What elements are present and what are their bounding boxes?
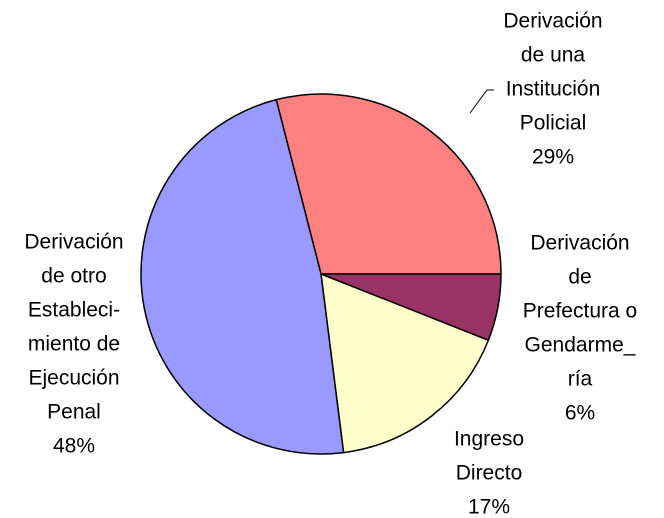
value-label: 17% <box>468 496 510 518</box>
slice-label: Directo <box>456 462 523 485</box>
leader-line <box>469 89 494 114</box>
slice-label: Penal <box>47 401 101 424</box>
slice-label: miento de <box>28 333 120 356</box>
slice-label: Institución <box>506 78 601 101</box>
value-label: 29% <box>532 146 574 169</box>
slice-label: Policial <box>520 112 587 135</box>
slice-label: de otro <box>41 265 106 288</box>
pie-slice <box>320 272 490 454</box>
slice-label: Ingreso <box>454 428 524 451</box>
slice-label: Derivación <box>530 232 629 255</box>
value-label: 48% <box>53 435 95 458</box>
slice-label: de <box>568 266 591 289</box>
pie-slice <box>275 93 502 275</box>
pie-slice <box>140 98 345 455</box>
slice-label: Prefectura o <box>523 300 637 323</box>
slice-label: Gendarme_ <box>525 334 636 357</box>
value-label: 6% <box>565 402 595 425</box>
slice-label: Derivación <box>503 10 602 33</box>
slice-label: Derivación <box>24 231 123 254</box>
slice-label: ría <box>568 368 593 391</box>
slice-label: Ejecución <box>28 367 119 390</box>
slice-label: Estableci- <box>28 299 120 322</box>
slice-label: de una <box>521 44 586 67</box>
